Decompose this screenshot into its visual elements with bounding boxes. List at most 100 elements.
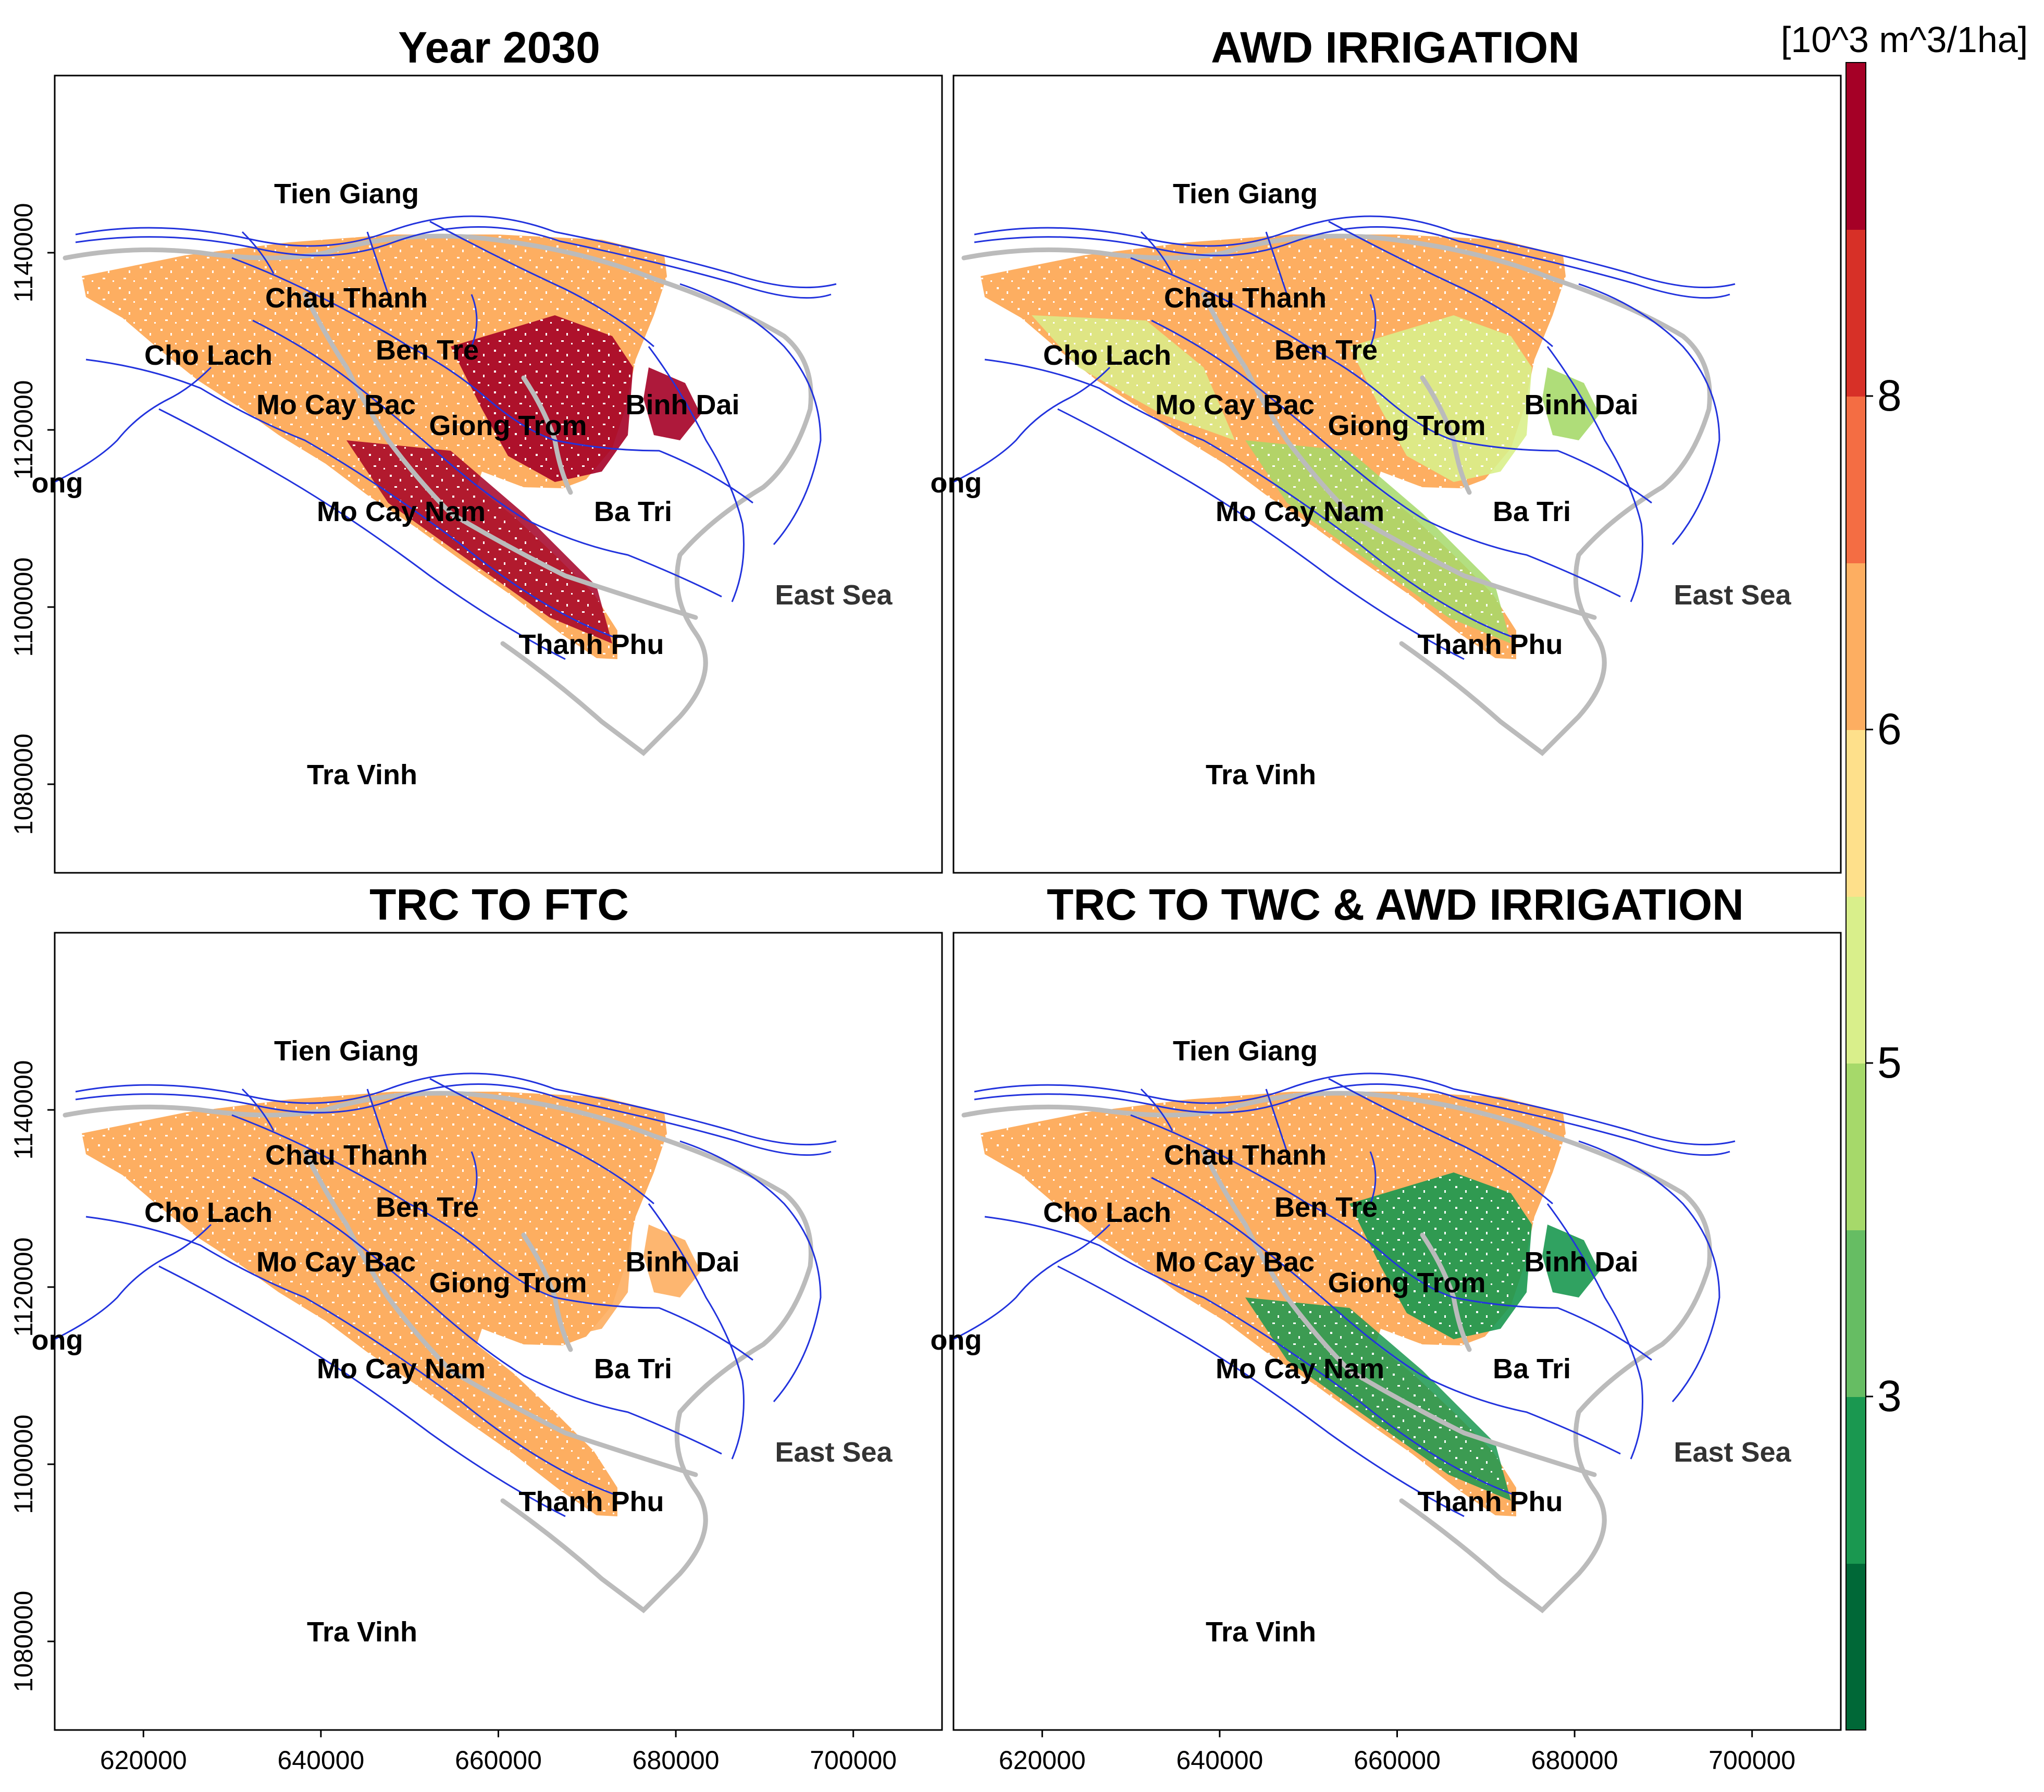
y-axis: 1140000 1120000 1100000 1080000 1140000 11200… xyxy=(9,203,55,1692)
river-line xyxy=(1151,1177,1621,1455)
place-label-tra-vinh: Tra Vinh xyxy=(307,759,417,790)
river-line xyxy=(1130,1114,1652,1361)
place-label-tien-giang: Tien Giang xyxy=(1173,1035,1318,1067)
road-line xyxy=(961,1091,1712,1613)
place-label-ben-tre: Ben Tre xyxy=(1274,1192,1378,1223)
colorbar-segment xyxy=(1846,896,1866,1064)
place-label-ben-tre: Ben Tre xyxy=(1274,335,1378,366)
river-line xyxy=(984,359,1517,639)
east-zone xyxy=(1542,1225,1600,1297)
river-line xyxy=(1328,220,1553,348)
place-label-mo-cay-bac: Mo Cay Bac xyxy=(256,1246,416,1278)
place-label-cho-lach: Cho Lach xyxy=(1043,1197,1171,1228)
river-line xyxy=(252,319,722,598)
place-label-tra-vinh: Tra Vinh xyxy=(307,1616,417,1648)
river-line xyxy=(1578,1140,1720,1402)
place-label-binh-dai: Binh Dai xyxy=(1524,1246,1638,1278)
river-line xyxy=(1546,346,1643,602)
place-label-east-sea: East Sea xyxy=(1674,579,1791,611)
x-tick-label: 620000 xyxy=(999,1746,1086,1775)
river-line xyxy=(953,1223,1111,1340)
place-label-mo-cay-bac: Mo Cay Bac xyxy=(1155,1246,1315,1278)
road-line xyxy=(63,1091,813,1613)
river-line xyxy=(1578,283,1720,545)
y-tick-label: 1140000 xyxy=(9,203,38,303)
place-label-mo-cay-bac: Mo Cay Bac xyxy=(256,389,416,421)
panel-frame xyxy=(952,75,1842,874)
place-label-chau-thanh: Chau Thanh xyxy=(1164,1140,1327,1171)
place-label-ben-tre: Ben Tre xyxy=(376,1192,479,1223)
river-line xyxy=(75,215,837,289)
place-label-thanh-phu: Thanh Phu xyxy=(1418,629,1563,660)
place-label-tien-giang: Tien Giang xyxy=(274,178,419,209)
river-line xyxy=(75,1083,832,1156)
place-label-east-sea: East Sea xyxy=(775,1437,893,1468)
x-tick-label: 640000 xyxy=(1176,1746,1263,1775)
east-zone xyxy=(643,367,701,440)
colorbar: 8 6 5 3 xyxy=(1845,62,1902,1731)
colorbar-tick-label: 5 xyxy=(1877,1038,1902,1087)
place-label-long: ong xyxy=(931,467,982,499)
colorbar-segment xyxy=(1846,1230,1866,1397)
river-line xyxy=(241,231,478,347)
place-label-tien-giang: Tien Giang xyxy=(274,1035,419,1067)
place-label-binh-dai: Binh Dai xyxy=(1524,389,1638,421)
river-line xyxy=(648,346,745,602)
river-line xyxy=(241,1088,478,1204)
panel-2-title: AWD IRRIGATION xyxy=(1211,23,1580,72)
river-line xyxy=(54,366,212,483)
y-tick-label: 1100000 xyxy=(9,1415,38,1514)
place-label-ba-tri: Ba Tri xyxy=(594,1353,672,1385)
province-map: Tien Giang Chau Thanh Ben Tre Cho Lach Mo Ca… xyxy=(931,178,1792,790)
y-tick-label: 1120000 xyxy=(9,380,38,480)
colorbar-frame xyxy=(1845,62,1866,1731)
x-tick-label: 660000 xyxy=(1354,1746,1441,1775)
river-line xyxy=(85,359,618,639)
x-axis: 620000 640000 660000 680000 700000 620000 6400… xyxy=(100,1730,1795,1775)
road-line xyxy=(961,233,1712,756)
place-label-cho-lach: Cho Lach xyxy=(144,340,272,371)
place-label-thanh-phu: Thanh Phu xyxy=(519,629,664,660)
river-line xyxy=(85,1216,618,1497)
colorbar-segment xyxy=(1846,1396,1866,1564)
colorbar-segment xyxy=(1846,1563,1866,1731)
river-line xyxy=(1546,1203,1643,1460)
place-label-giong-trom: Giong Trom xyxy=(1328,410,1486,441)
province-map: Tien Giang Chau Thanh Ben Tre Cho Lach Mo Ca… xyxy=(32,1035,893,1648)
panel-3: Tien Giang Chau Thanh Ben Tre Cho Lach Mo Ca… xyxy=(32,932,943,1731)
place-label-ben-tre: Ben Tre xyxy=(376,335,479,366)
place-label-mo-cay-nam: Mo Cay Nam xyxy=(1216,1353,1384,1385)
place-label-cho-lach: Cho Lach xyxy=(1043,340,1171,371)
road-line xyxy=(63,233,813,756)
river-line xyxy=(984,1216,1517,1497)
colorbar-tick-label: 8 xyxy=(1877,371,1902,420)
east-zone xyxy=(643,1225,701,1297)
place-label-ba-tri: Ba Tri xyxy=(594,496,672,527)
river-line xyxy=(1057,408,1465,660)
river-line xyxy=(1140,1088,1377,1204)
place-label-long: ong xyxy=(931,1325,982,1356)
place-label-long: ong xyxy=(32,1325,83,1356)
place-label-ba-tri: Ba Tri xyxy=(1493,496,1571,527)
river-line xyxy=(158,408,566,660)
river-line xyxy=(1151,319,1621,598)
place-label-giong-trom: Giong Trom xyxy=(429,410,587,441)
river-line xyxy=(231,257,753,504)
river-line xyxy=(974,226,1730,299)
colorbar-segment xyxy=(1846,396,1866,563)
river-line xyxy=(953,366,1111,483)
place-label-mo-cay-nam: Mo Cay Nam xyxy=(317,496,486,527)
place-label-binh-dai: Binh Dai xyxy=(625,389,739,421)
colorbar-segment xyxy=(1846,63,1866,230)
place-label-giong-trom: Giong Trom xyxy=(429,1267,587,1299)
river-line xyxy=(1328,1078,1553,1205)
x-tick-label: 640000 xyxy=(277,1746,364,1775)
river-line xyxy=(679,283,822,545)
place-label-mo-cay-nam: Mo Cay Nam xyxy=(317,1353,486,1385)
place-label-thanh-phu: Thanh Phu xyxy=(519,1486,664,1517)
place-label-chau-thanh: Chau Thanh xyxy=(1164,282,1327,314)
place-label-east-sea: East Sea xyxy=(1674,1437,1791,1468)
x-tick-label: 680000 xyxy=(633,1746,720,1775)
place-label-mo-cay-bac: Mo Cay Bac xyxy=(1155,389,1315,421)
place-label-chau-thanh: Chau Thanh xyxy=(265,1140,428,1171)
